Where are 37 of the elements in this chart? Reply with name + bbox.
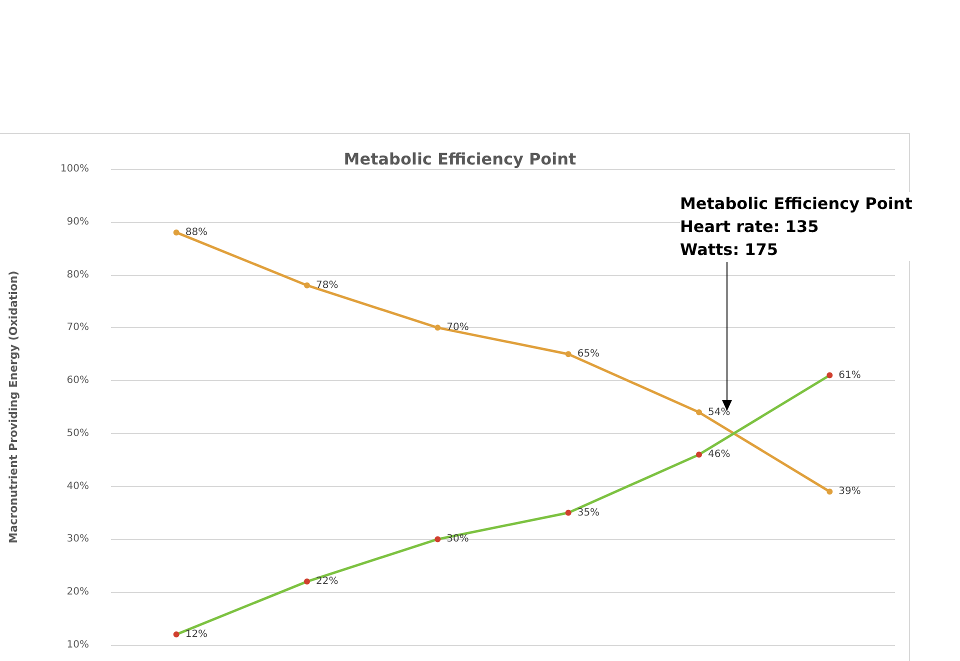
point	[565, 351, 572, 358]
y-tick-label: 60%	[66, 375, 89, 386]
y-tick-label: 20%	[66, 586, 89, 598]
data-label: 39%	[838, 486, 861, 498]
point	[434, 324, 441, 331]
point	[565, 510, 572, 516]
y-tick-label: 90%	[66, 216, 89, 228]
y-tick-label: 80%	[66, 269, 89, 280]
point	[304, 578, 310, 585]
point	[696, 409, 702, 416]
point	[826, 488, 833, 495]
data-label: 88%	[185, 226, 208, 238]
data-label: 12%	[185, 628, 208, 640]
data-label: 35%	[577, 507, 600, 518]
annotation: Metabolic Efficiency Point Heart rate: 135 Watts: 175	[680, 192, 930, 261]
data-label: 22%	[316, 576, 338, 588]
y-tick-label: 10%	[66, 640, 89, 650]
y-axis-title: Macronutrient Providing Energy (Oxidation)	[7, 270, 20, 544]
data-label: 65%	[577, 348, 600, 360]
data-label: 46%	[708, 449, 730, 460]
data-label: 54%	[708, 406, 730, 418]
point	[173, 229, 180, 236]
y-tick-label: 70%	[66, 322, 89, 334]
chart-title: Metabolic Efficiency Point	[344, 150, 577, 168]
data-label: 30%	[446, 534, 469, 545]
point	[304, 282, 310, 288]
point	[173, 631, 180, 638]
y-tick-label: 30%	[66, 534, 89, 545]
point	[826, 372, 833, 378]
data-label: 61%	[838, 370, 861, 381]
point	[696, 452, 702, 458]
point	[434, 536, 441, 542]
y-tick-label: 50%	[66, 428, 89, 439]
data-label: 70%	[446, 322, 469, 334]
data-label: 78%	[316, 280, 338, 291]
y-tick-label: 40%	[66, 480, 89, 492]
y-tick-label: 100%	[60, 164, 89, 174]
